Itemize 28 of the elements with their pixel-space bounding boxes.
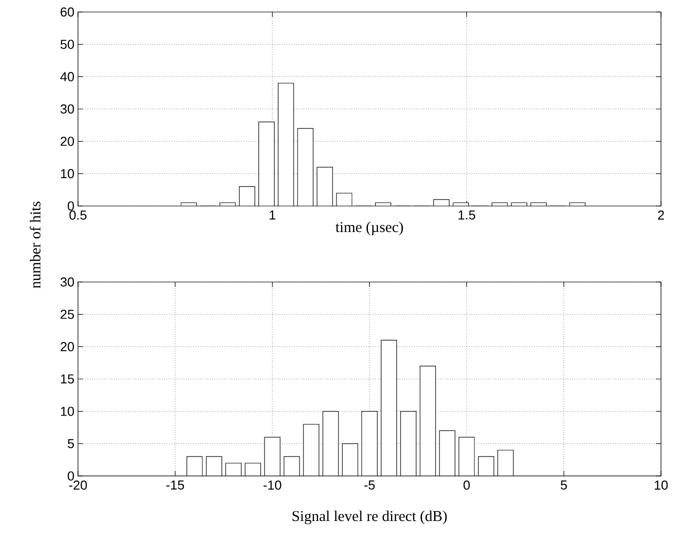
x-tick-label: -5 (364, 480, 375, 490)
y-tick-label: 5 (68, 439, 74, 448)
y-tick-label: 15 (61, 374, 74, 384)
y-tick-label: 0 (68, 471, 74, 481)
y-tick-label: 25 (60, 310, 74, 319)
y-tick-label: 20 (60, 342, 74, 352)
x-tick-label: 0.5 (69, 210, 86, 220)
x-tick-label: 10 (654, 480, 668, 490)
y-tick-label: 30 (60, 277, 74, 287)
y-tick-label: 40 (60, 72, 74, 82)
x-tick-label: 0 (464, 480, 470, 490)
x-axis-title: time (µsec) (336, 222, 403, 236)
y-tick-label: 60 (60, 7, 74, 17)
x-tick-label: 1 (270, 210, 276, 220)
y-tick-label: 50 (60, 40, 74, 49)
x-tick-label: 5 (560, 480, 567, 490)
y-tick-label: 20 (60, 136, 74, 146)
y-axis-title: number of hits (30, 202, 40, 288)
x-tick-label: 1.5 (458, 210, 476, 220)
x-tick-label: -10 (264, 480, 282, 490)
y-tick-label: 0 (68, 201, 74, 211)
y-tick-label: 10 (61, 169, 74, 178)
x-axis-title: Signal level re direct (dB) (292, 510, 447, 524)
x-tick-label: -20 (69, 480, 87, 490)
x-tick-label: 2 (658, 210, 664, 220)
y-tick-label: 30 (60, 104, 74, 114)
x-tick-label: -15 (166, 480, 184, 490)
y-tick-label: 10 (61, 406, 74, 416)
